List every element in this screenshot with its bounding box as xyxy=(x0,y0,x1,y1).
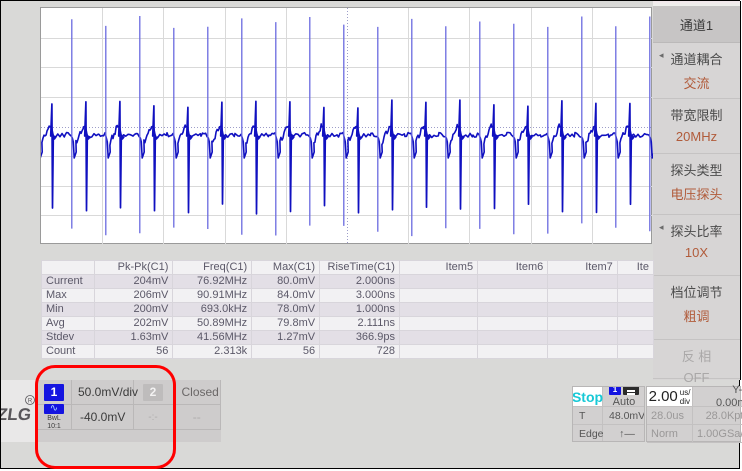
svg-text:ZLG: ZLG xyxy=(1,405,32,424)
svg-text:R: R xyxy=(28,399,33,405)
